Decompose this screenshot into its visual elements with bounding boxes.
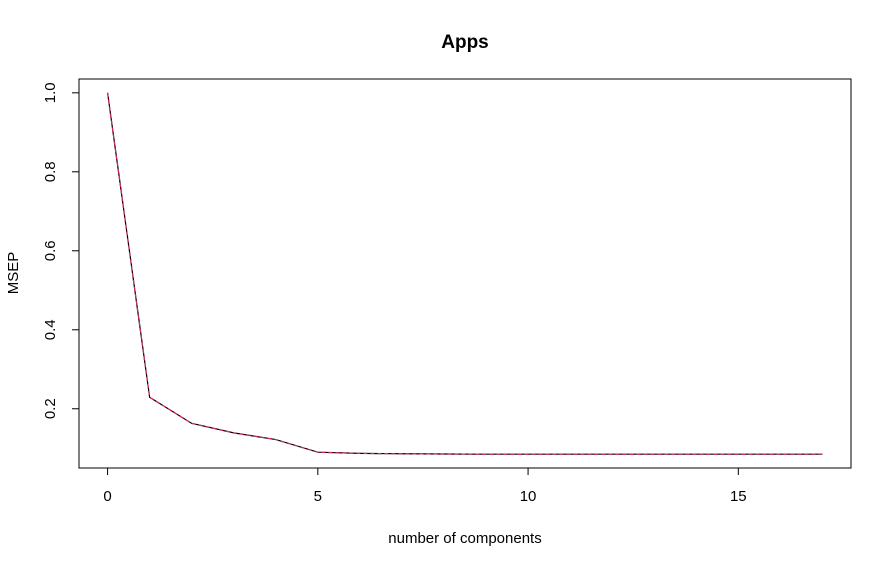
y-axis-label: MSEP xyxy=(5,252,22,295)
x-tick-label: 15 xyxy=(730,488,747,505)
x-tick-label: 0 xyxy=(103,488,111,505)
x-tick-label: 10 xyxy=(520,488,537,505)
y-tick-label: 0.6 xyxy=(42,240,59,261)
x-axis: 0 5 10 15 xyxy=(103,467,747,505)
y-axis: 0.2 0.4 0.6 0.8 1.0 xyxy=(42,82,80,419)
chart-title: Apps xyxy=(441,32,489,53)
series-line-2 xyxy=(106,92,823,455)
y-tick-label: 0.4 xyxy=(42,319,59,340)
series-layer xyxy=(106,92,823,455)
y-tick-label: 0.2 xyxy=(42,398,59,419)
x-axis-label: number of components xyxy=(388,530,541,547)
series-line-1 xyxy=(106,92,823,455)
y-tick-label: 1.0 xyxy=(42,82,59,103)
x-tick-label: 5 xyxy=(314,488,322,505)
plot-frame xyxy=(78,78,852,469)
y-tick-label: 0.8 xyxy=(42,161,59,182)
